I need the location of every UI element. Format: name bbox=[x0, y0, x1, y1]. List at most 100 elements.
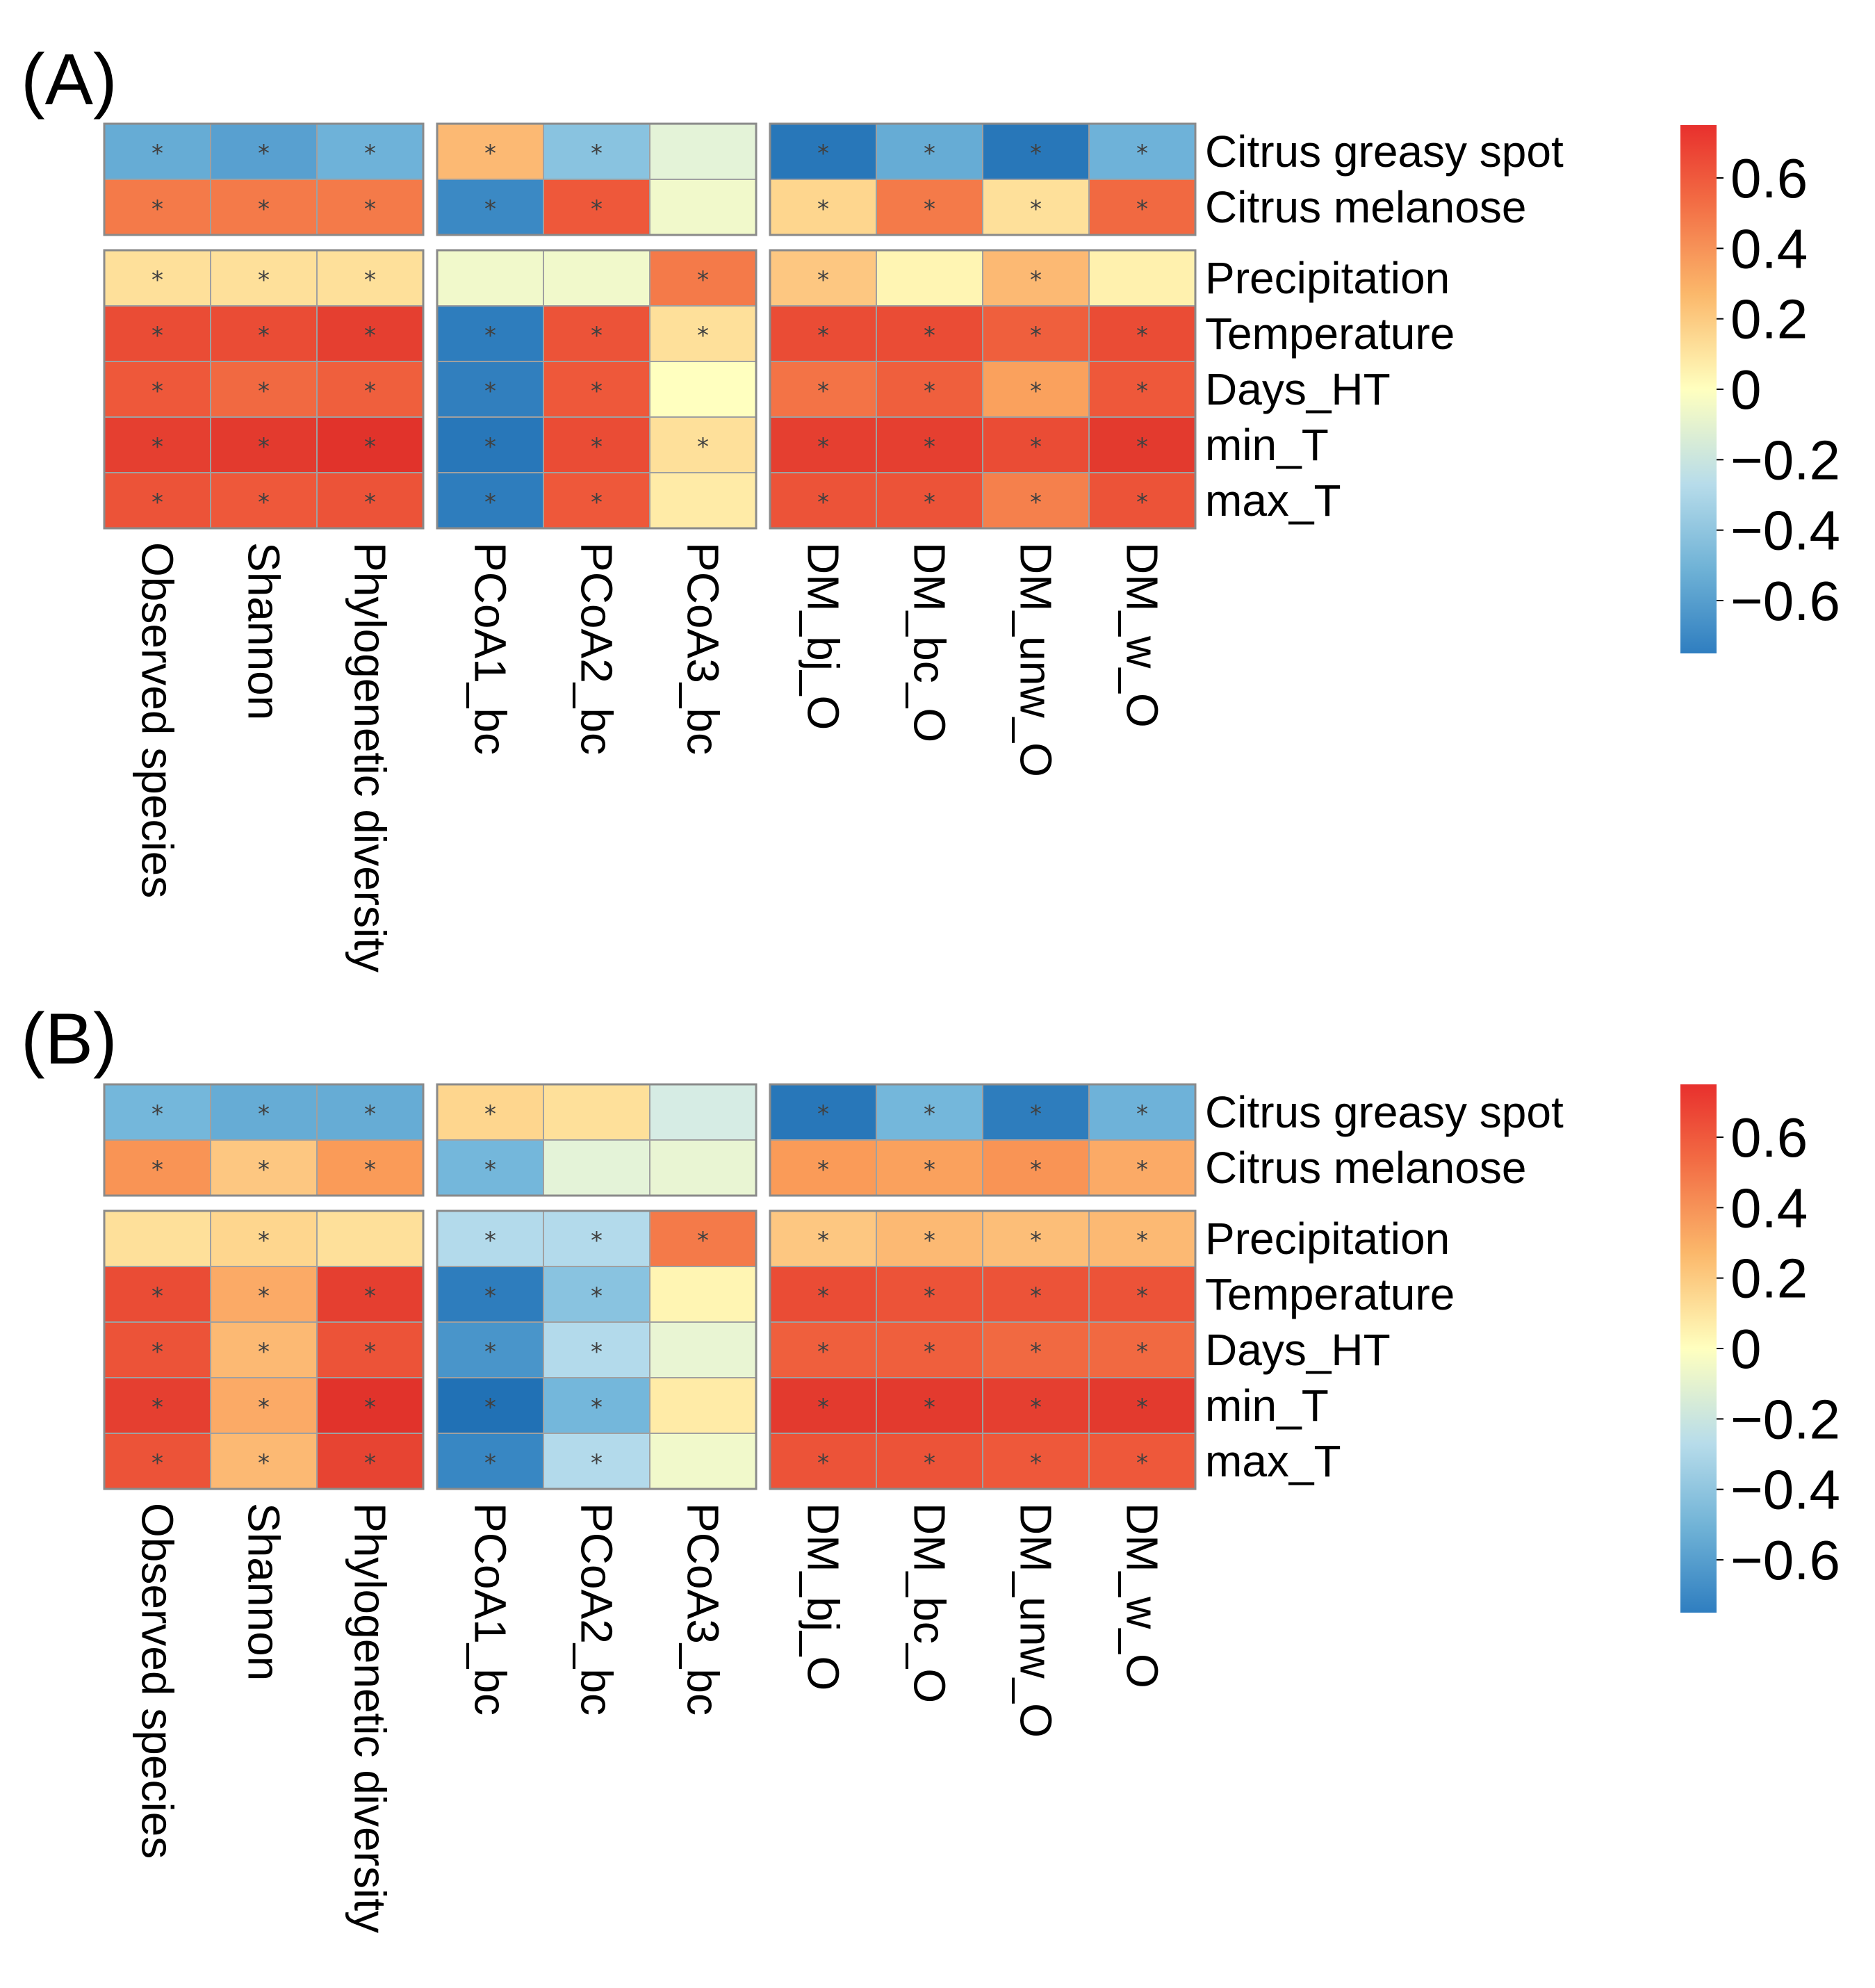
legend-tick-label: −0.2 bbox=[1730, 429, 1840, 491]
heatmap-cell-temperature-dm-bj-o bbox=[769, 1266, 877, 1323]
significance-star: * bbox=[1136, 322, 1148, 350]
significance-star: * bbox=[364, 195, 376, 223]
significance-star: * bbox=[152, 195, 163, 223]
significance-star: * bbox=[591, 1227, 603, 1255]
row-label-min-t: min_T bbox=[1205, 1380, 1329, 1431]
panel-a-label: (A) bbox=[21, 40, 117, 120]
significance-star: * bbox=[152, 1282, 163, 1310]
significance-star: * bbox=[591, 322, 603, 350]
heatmap-cell-precipitation-shannon bbox=[210, 1210, 318, 1267]
row-label-days-ht: Days_HT bbox=[1205, 364, 1391, 414]
legend-tick-label: 0.6 bbox=[1730, 1107, 1808, 1168]
significance-star: * bbox=[924, 1100, 935, 1128]
heatmap-block-frame bbox=[769, 249, 1197, 530]
heatmap-cell-citrus-greasy-spot-observed-species bbox=[104, 123, 211, 180]
heatmap-block-frame bbox=[103, 1083, 425, 1197]
heatmap-cell-precipitation-dm-bj-o bbox=[769, 250, 877, 307]
heatmap-cell-max-t-dm-bj-o bbox=[769, 472, 877, 529]
legend-tick-label: 0.6 bbox=[1730, 147, 1808, 209]
heatmap-cell-max-t-dm-w-o bbox=[1088, 1433, 1196, 1490]
significance-star: * bbox=[924, 489, 935, 516]
significance-star: * bbox=[591, 1449, 603, 1477]
heatmap-cell-max-t-phylogenetic-diversity bbox=[316, 1433, 424, 1490]
heatmap-cell-temperature-pcoa3-bc bbox=[649, 1266, 757, 1323]
column-label-dm-bc-o: DM_bc_O bbox=[905, 1503, 955, 1703]
heatmap-cell-citrus-melanose-dm-bc-o bbox=[876, 1139, 983, 1196]
row-label-citrus-melanose: Citrus melanose bbox=[1205, 1143, 1526, 1193]
significance-star: * bbox=[924, 377, 935, 405]
legend-tick-label: −0.6 bbox=[1730, 570, 1840, 632]
significance-star: * bbox=[364, 489, 376, 516]
significance-star: * bbox=[591, 195, 603, 223]
heatmap-cell-precipitation-phylogenetic-diversity bbox=[316, 1210, 424, 1267]
heatmap-cell-citrus-greasy-spot-shannon bbox=[210, 1084, 318, 1141]
row-label-citrus-greasy-spot: Citrus greasy spot bbox=[1205, 1087, 1564, 1137]
significance-star: * bbox=[364, 1282, 376, 1310]
significance-star: * bbox=[1030, 1227, 1042, 1255]
heatmap-cell-min-t-phylogenetic-diversity bbox=[316, 416, 424, 473]
legend-tick-label: 0 bbox=[1730, 359, 1762, 421]
significance-star: * bbox=[1030, 1338, 1042, 1366]
significance-star: * bbox=[924, 1156, 935, 1184]
heatmap-block-frame bbox=[769, 1209, 1197, 1490]
significance-star: * bbox=[1030, 322, 1042, 350]
significance-star: * bbox=[152, 1156, 163, 1184]
significance-star: * bbox=[258, 322, 270, 350]
significance-star: * bbox=[484, 489, 496, 516]
significance-star: * bbox=[697, 433, 709, 461]
heatmap-cell-days-ht-pcoa3-bc bbox=[649, 361, 757, 418]
significance-star: * bbox=[1030, 140, 1042, 168]
heatmap-cell-min-t-shannon bbox=[210, 416, 318, 473]
significance-star: * bbox=[924, 1449, 935, 1477]
heatmap-cell-min-t-dm-w-o bbox=[1088, 1377, 1196, 1434]
column-label-dm-bj-o: DM_bj_O bbox=[799, 542, 849, 730]
significance-star: * bbox=[364, 377, 376, 405]
heatmap-cell-min-t-dm-bc-o bbox=[876, 416, 983, 473]
significance-star: * bbox=[1136, 1100, 1148, 1128]
heatmap-block-frame bbox=[103, 1209, 425, 1490]
legend-tick-label: −0.6 bbox=[1730, 1529, 1840, 1591]
panel-a: (A) * * * * * * * * ** * * * * * * * ** * * * * ** * * * * * * * * ** *… bbox=[21, 40, 1840, 972]
heatmap-cell-min-t-pcoa2-bc bbox=[543, 416, 650, 473]
significance-star: * bbox=[817, 489, 829, 516]
significance-star: * bbox=[591, 433, 603, 461]
significance-star: * bbox=[364, 266, 376, 294]
column-label-dm-bc-o: DM_bc_O bbox=[905, 542, 955, 742]
heatmap-cell-citrus-greasy-spot-pcoa1-bc bbox=[436, 1084, 544, 1141]
heatmap-cell-citrus-melanose-pcoa2-bc bbox=[543, 1139, 650, 1196]
significance-star: * bbox=[817, 195, 829, 223]
panel-a-heatmap: * * * * * * * * * * * * * * * * * * * * * * * * * * * * * * * * * * * * * * * *… bbox=[103, 122, 1564, 972]
panel-a-legend: 0.6 0.4 0.2 0 −0.2 −0.4 −0.6 bbox=[1680, 125, 1840, 653]
heatmap-cell-min-t-pcoa3-bc bbox=[649, 1377, 757, 1434]
heatmap-cell-days-ht-phylogenetic-diversity bbox=[316, 361, 424, 418]
heatmap-cell-temperature-pcoa2-bc bbox=[543, 305, 650, 362]
significance-star: * bbox=[152, 322, 163, 350]
heatmap-cell-days-ht-phylogenetic-diversity bbox=[316, 1321, 424, 1378]
significance-star: * bbox=[258, 1394, 270, 1421]
column-label-pcoa1-bc: PCoA1_bc bbox=[466, 1503, 516, 1716]
heatmap-cell-precipitation-dm-unw-o bbox=[982, 1210, 1090, 1267]
significance-star: * bbox=[1136, 489, 1148, 516]
heatmap-cell-citrus-greasy-spot-shannon bbox=[210, 123, 318, 180]
significance-star: * bbox=[484, 377, 496, 405]
significance-star: * bbox=[697, 266, 709, 294]
significance-star: * bbox=[817, 433, 829, 461]
significance-star: * bbox=[817, 1449, 829, 1477]
heatmap-cell-temperature-phylogenetic-diversity bbox=[316, 1266, 424, 1323]
heatmap-block-frame bbox=[436, 1209, 758, 1490]
column-label-observed-species: Observed species bbox=[133, 542, 183, 898]
significance-star: * bbox=[258, 1156, 270, 1184]
significance-star: * bbox=[1030, 195, 1042, 223]
heatmap-cell-precipitation-observed-species bbox=[104, 1210, 211, 1267]
significance-star: * bbox=[258, 1100, 270, 1128]
panel-b: (B) * * * * * * * ** * * * * * * ** * * * * * * ** * * * * * * * ** * *… bbox=[21, 999, 1840, 1933]
significance-star: * bbox=[484, 322, 496, 350]
column-label-dm-unw-o: DM_unw_O bbox=[1011, 1503, 1061, 1738]
heatmap-cell-precipitation-dm-w-o bbox=[1088, 250, 1196, 307]
significance-star: * bbox=[152, 377, 163, 405]
column-label-observed-species: Observed species bbox=[133, 1503, 183, 1859]
heatmap-cell-precipitation-observed-species bbox=[104, 250, 211, 307]
legend-tick-label: −0.4 bbox=[1730, 1459, 1840, 1521]
heatmap-cell-min-t-dm-w-o bbox=[1088, 416, 1196, 473]
significance-star: * bbox=[817, 1227, 829, 1255]
